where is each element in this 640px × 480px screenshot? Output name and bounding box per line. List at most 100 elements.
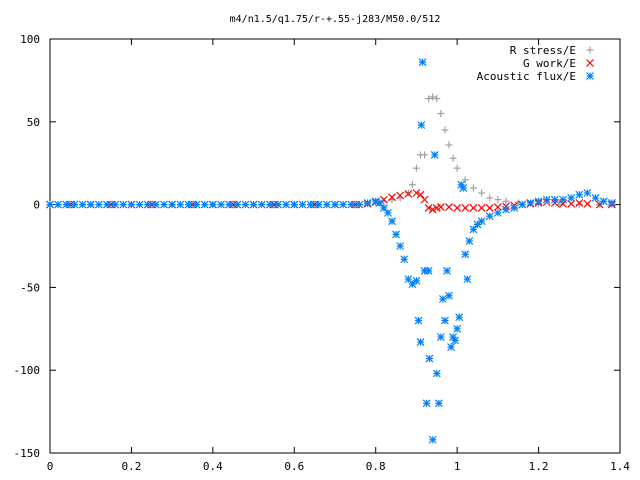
data-point (396, 242, 405, 250)
data-point (567, 194, 576, 202)
series-2 (46, 58, 616, 444)
data-point (298, 200, 307, 209)
y-tick-label: 50 (27, 116, 40, 129)
data-point (379, 203, 388, 212)
data-point (443, 266, 451, 275)
data-point (417, 121, 426, 130)
data-point (453, 203, 462, 212)
data-point (455, 313, 464, 322)
data-point (428, 205, 437, 214)
x-tick-label: 0 (47, 460, 54, 473)
legend-label: G work/E (523, 57, 576, 70)
x-tick-label: 0.4 (203, 460, 223, 473)
data-point (306, 200, 315, 209)
data-point (412, 164, 420, 172)
data-point (404, 275, 413, 284)
data-point (421, 151, 429, 159)
data-point (103, 200, 111, 209)
data-point (534, 197, 543, 206)
data-point (425, 95, 433, 103)
data-point (445, 291, 453, 300)
data-point (274, 200, 282, 209)
data-point (257, 200, 266, 209)
data-point (388, 193, 396, 202)
data-point (416, 190, 425, 199)
data-point (591, 194, 600, 202)
x-tick-label: 0.2 (121, 460, 141, 473)
data-point (217, 200, 225, 209)
y-tick-label: 0 (33, 199, 40, 212)
data-point (78, 200, 87, 209)
x-tick-label: 1 (454, 460, 461, 473)
data-point (420, 195, 429, 204)
data-point (396, 191, 405, 200)
data-marks (46, 58, 616, 444)
x-tick-label: 0.8 (366, 460, 386, 473)
data-point (502, 205, 510, 214)
data-point (510, 203, 519, 212)
data-point (526, 199, 535, 207)
y-tick-label: -150 (14, 447, 41, 460)
data-point (225, 200, 234, 209)
data-point (485, 212, 494, 221)
data-point (408, 181, 416, 189)
data-point (200, 200, 209, 209)
data-point (314, 200, 323, 209)
y-tick-label: 100 (20, 33, 40, 46)
data-point (459, 184, 468, 192)
data-point (453, 324, 462, 333)
legend-label: R stress/E (510, 44, 576, 57)
data-point (438, 295, 447, 303)
data-point (583, 199, 592, 208)
data-point (111, 200, 120, 209)
data-point (449, 154, 457, 162)
data-point (434, 399, 443, 408)
data-point (436, 333, 445, 342)
data-point (384, 208, 392, 217)
data-point (461, 203, 470, 212)
x-tick-label: 0.6 (284, 460, 304, 473)
axes: 0 0.2 0.4 0.6 0.8 1 1.2 1.4 100 50 0 -50 -100 -150 (14, 33, 631, 473)
data-point (567, 199, 576, 208)
data-point (143, 200, 152, 209)
legend-label: Acoustic flux/E (477, 70, 576, 83)
data-point (429, 93, 437, 101)
data-point (441, 316, 449, 325)
data-point (465, 237, 474, 245)
plot-frame (49, 38, 621, 454)
x-tick-label: 1.2 (529, 460, 549, 473)
data-point (422, 399, 431, 408)
data-point (550, 195, 559, 204)
data-point (241, 200, 250, 209)
data-point (400, 255, 409, 264)
data-point (599, 197, 608, 206)
data-point (414, 316, 423, 325)
data-point (430, 150, 439, 159)
data-point (493, 208, 502, 217)
data-point (518, 200, 527, 209)
chart-title: m4/n1.5/q1.75/r-+.55-j283/M50.0/512 (230, 14, 441, 25)
data-point (392, 230, 400, 239)
data-point (404, 189, 413, 198)
data-point (461, 176, 469, 184)
legend-marker (586, 72, 594, 80)
data-point (469, 225, 478, 234)
data-point (436, 203, 445, 212)
y-tick-label: -50 (20, 281, 40, 294)
data-point (208, 200, 217, 209)
data-point (355, 200, 364, 209)
data-point (192, 200, 201, 209)
data-point (477, 203, 486, 212)
data-point (363, 199, 372, 207)
data-point (339, 200, 348, 209)
data-point (184, 200, 193, 209)
data-point (493, 203, 502, 212)
data-point (62, 200, 71, 209)
data-point (583, 189, 592, 197)
data-point (428, 435, 437, 444)
data-point (478, 189, 486, 197)
data-point (160, 200, 168, 209)
data-point (486, 194, 494, 202)
data-point (607, 199, 616, 207)
